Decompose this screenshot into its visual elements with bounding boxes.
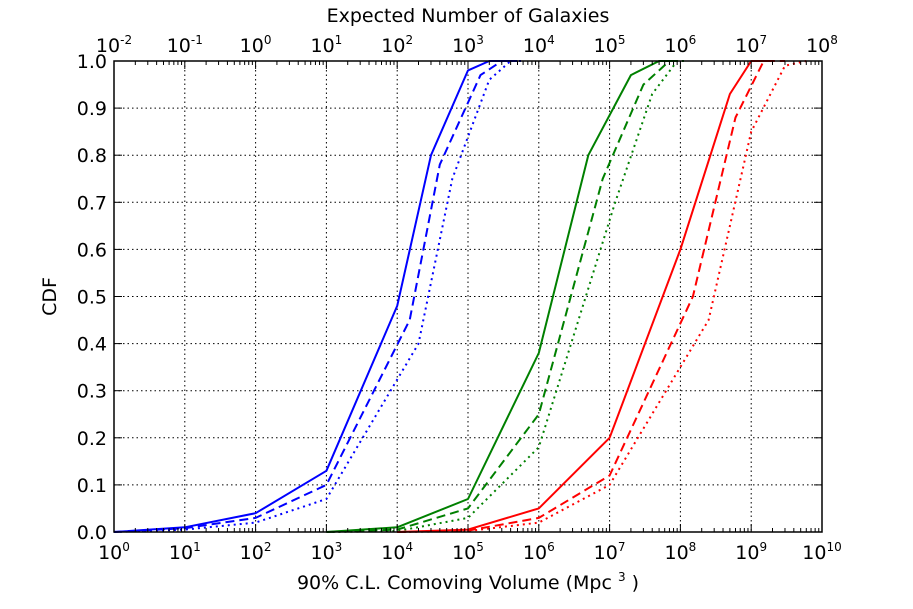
x-tick-base: 10 [523, 542, 547, 564]
x-tick-base: 10 [802, 542, 826, 564]
y-tick-label: 1.0 [77, 51, 107, 73]
x-tick-exp: 5 [476, 540, 484, 554]
x2-tick-exp: 8 [830, 33, 838, 47]
y-tick-label: 0.1 [77, 475, 107, 497]
y-tick-label: 0.7 [77, 192, 107, 214]
x-tick-label: 102 [240, 540, 272, 564]
x-tick-exp: 0 [122, 540, 130, 554]
x2-tick-exp: -1 [191, 33, 203, 47]
x-tick-base: 10 [381, 542, 405, 564]
x-tick-label: 107 [594, 540, 626, 564]
series-lines [113, 60, 807, 533]
y-tick-label: 0.4 [77, 334, 107, 356]
x2-tick-label: 108 [806, 33, 838, 57]
x-tick-label: 101 [169, 540, 201, 564]
bottom-axis-title: 90% C.L. Comoving Volume (Mpc 3 ) [297, 564, 639, 594]
x2-tick-base: 10 [594, 35, 618, 57]
x2-tick-exp: -2 [120, 33, 132, 47]
x-tick-base: 10 [310, 542, 334, 564]
x2-tick-base: 10 [96, 35, 120, 57]
x2-tick-exp: 1 [335, 33, 343, 47]
y-tick-label: 0.5 [77, 287, 107, 309]
x-tick-exp: 8 [689, 540, 697, 554]
x2-tick-base: 10 [735, 35, 759, 57]
x2-tick-base: 10 [167, 35, 191, 57]
x2-tick-label: 102 [381, 33, 413, 57]
x-tick-base: 10 [735, 542, 759, 564]
y-tick-label: 0.0 [77, 522, 107, 544]
y-axis-title: CDF [39, 277, 61, 316]
x2-tick-base: 10 [310, 35, 334, 57]
x-tick-exp: 7 [618, 540, 626, 554]
y-tick-label: 0.8 [77, 145, 107, 167]
x-tick-exp: 4 [405, 540, 413, 554]
x-tick-label: 109 [735, 540, 767, 564]
x2-tick-label: 104 [523, 33, 555, 57]
x2-tick-label: 101 [310, 33, 342, 57]
x-tick-label: 105 [452, 540, 484, 564]
x-tick-base: 10 [594, 542, 618, 564]
x2-tick-base: 10 [806, 35, 830, 57]
x2-tick-label: 107 [735, 33, 767, 57]
x2-tick-label: 106 [664, 33, 696, 57]
x-tick-base: 10 [169, 542, 193, 564]
y-tick-label: 0.2 [77, 428, 107, 450]
x2-tick-base: 10 [523, 35, 547, 57]
x2-tick-label: 10-2 [96, 33, 132, 57]
x2-tick-exp: 3 [476, 33, 484, 47]
x-tick-base: 10 [664, 542, 688, 564]
x-tick-base: 10 [452, 542, 476, 564]
series-line-3 [113, 60, 524, 533]
x2-tick-exp: 6 [689, 33, 697, 47]
series-line-2 [113, 60, 518, 533]
x2-tick-exp: 7 [759, 33, 767, 47]
x-tick-label: 108 [664, 540, 696, 564]
grid-lines [114, 61, 822, 532]
x2-tick-label: 100 [240, 33, 272, 57]
series-line-7 [397, 60, 773, 533]
x2-tick-exp: 0 [264, 33, 272, 47]
x-tick-exp: 6 [547, 540, 555, 554]
x-tick-label: 100 [98, 540, 130, 564]
x2-tick-exp: 4 [547, 33, 555, 47]
y-tick-label: 0.6 [77, 239, 107, 261]
x-tick-exp: 1 [193, 540, 201, 554]
series-line-6 [326, 60, 686, 533]
x-tick-exp: 9 [759, 540, 767, 554]
x2-tick-label: 10-1 [167, 33, 203, 57]
x-tick-base: 10 [240, 542, 264, 564]
x2-tick-label: 103 [452, 33, 484, 57]
x2-tick-exp: 2 [405, 33, 413, 47]
x-axis-label-main: 90% C.L. Comoving Volume (Mpc [297, 572, 612, 594]
y-tick-label: 0.9 [77, 98, 107, 120]
series-line-1 [113, 60, 518, 533]
x-tick-label: 1010 [802, 540, 841, 564]
x-axis-label-sup: 3 [618, 570, 626, 584]
x2-tick-base: 10 [240, 35, 264, 57]
x-tick-label: 104 [381, 540, 413, 564]
x2-tick-label: 105 [594, 33, 626, 57]
series-line-9 [397, 60, 807, 533]
x-tick-exp: 3 [335, 540, 343, 554]
x-tick-exp: 2 [264, 540, 272, 554]
axis-ticks [113, 60, 823, 533]
x-tick-base: 10 [98, 542, 122, 564]
x-tick-label: 106 [523, 540, 555, 564]
x-tick-exp: 10 [826, 540, 841, 554]
x-tick-label: 103 [310, 540, 342, 564]
series-line-4 [326, 60, 674, 533]
x2-tick-base: 10 [452, 35, 476, 57]
top-axis-title: Expected Number of Galaxies [327, 5, 610, 27]
series-line-8 [397, 60, 785, 533]
x2-tick-base: 10 [664, 35, 688, 57]
y-tick-label: 0.3 [77, 381, 107, 403]
x-axis-label-suffix: ) [632, 572, 639, 594]
x2-tick-exp: 5 [618, 33, 626, 47]
x2-tick-base: 10 [381, 35, 405, 57]
